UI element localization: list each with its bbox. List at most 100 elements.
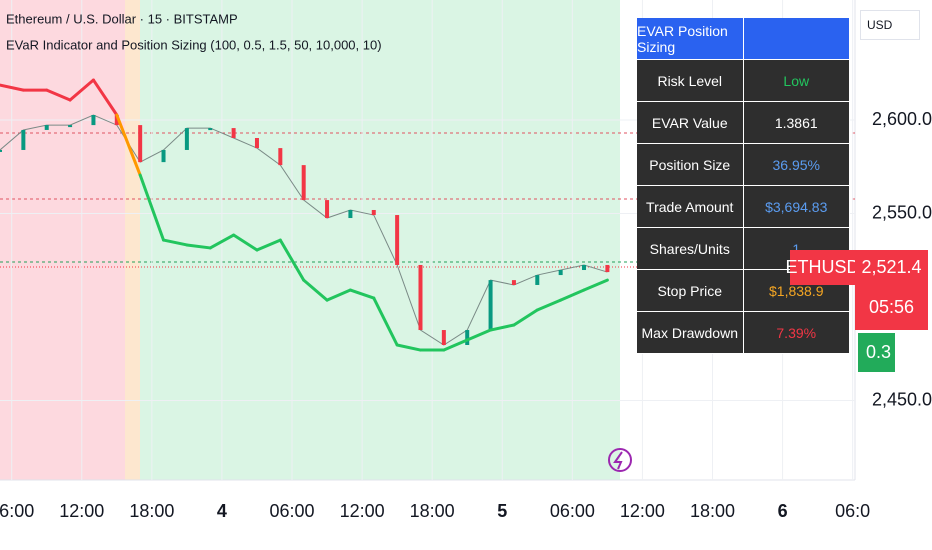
candle	[21, 129, 26, 150]
row-label: Shares/Units	[637, 228, 744, 269]
table-header: EVAR Position Sizing	[637, 18, 850, 60]
row-label: Position Size	[637, 144, 744, 185]
risk-zone	[0, 0, 125, 480]
candle	[231, 128, 236, 138]
x-tick-label: 06:0	[835, 501, 870, 521]
evar-segment	[348, 288, 376, 300]
candle	[465, 330, 470, 345]
evar-segment	[162, 238, 189, 247]
evar-segment	[68, 78, 95, 102]
change-tag: 0.3	[858, 333, 895, 372]
symbol-tag: ETHUSD	[786, 250, 860, 285]
evar-segment	[512, 308, 539, 327]
y-tick-label: 2,550.0	[872, 202, 932, 222]
evar-segment	[115, 113, 142, 177]
risk-zone	[140, 0, 620, 480]
table-title: EVAR Position Sizing	[637, 18, 744, 59]
x-tick-label: 12:00	[59, 501, 104, 521]
position-table: EVAR Position Sizing Risk Level Low EVAR V…	[637, 18, 850, 354]
row-value: Low	[743, 60, 850, 101]
table-row: Trade Amount $3,694.83	[637, 186, 850, 228]
chart-title: Ethereum / U.S. Dollar · 15 · BITSTAMP	[6, 11, 238, 26]
evar-segment	[395, 343, 422, 352]
price-tag: 2,521.4	[855, 250, 928, 284]
logo	[608, 448, 632, 472]
candle	[582, 264, 587, 271]
countdown-tag: 05:56	[855, 284, 928, 330]
evar-segment	[465, 328, 493, 342]
x-tick-label: 4	[217, 501, 227, 521]
row-label: Stop Price	[637, 270, 744, 311]
evar-segment	[582, 278, 609, 292]
candle	[511, 280, 516, 285]
evar-segment	[302, 278, 329, 302]
evar-segment	[208, 233, 236, 250]
evar-segment	[325, 288, 352, 302]
table-row: Position Size 36.95%	[637, 144, 850, 186]
evar-segment	[372, 296, 399, 347]
y-tick-label: 2,450.0	[872, 389, 932, 409]
evar-segment	[45, 88, 72, 102]
candle	[254, 137, 259, 149]
x-tick-label: 5	[497, 501, 507, 521]
candle	[535, 275, 540, 285]
evar-segment	[255, 238, 282, 252]
row-label: Max Drawdown	[637, 312, 744, 353]
candle	[161, 149, 166, 163]
evar-segment	[0, 83, 25, 92]
candle	[91, 114, 96, 126]
table-row: Risk Level Low	[637, 60, 850, 102]
table-row: EVAR Value 1.3861	[637, 102, 850, 144]
x-tick-label: 6	[778, 501, 788, 521]
candle	[348, 209, 353, 219]
candle	[605, 264, 610, 273]
candle	[138, 125, 143, 163]
evar-segment	[91, 78, 119, 117]
x-tick-label: 06:00	[0, 501, 34, 521]
x-tick-label: 12:00	[340, 501, 385, 521]
candle	[441, 330, 446, 345]
candle	[184, 128, 189, 150]
evar-segment	[278, 238, 306, 282]
x-tick-label: 18:00	[410, 501, 455, 521]
candle	[0, 149, 2, 152]
row-value: 7.39%	[743, 312, 850, 353]
indicator-name: EVaR Indicator and Position Sizing (100,…	[6, 37, 382, 52]
candle	[371, 209, 376, 216]
candle	[44, 125, 49, 130]
y-tick-label: 2,600.0	[872, 109, 932, 129]
candle	[558, 270, 563, 276]
candle	[68, 125, 73, 128]
candle	[114, 114, 119, 126]
candle	[488, 280, 493, 331]
evar-segment	[559, 288, 586, 302]
row-label: Trade Amount	[637, 186, 744, 227]
row-value: 36.95%	[743, 144, 850, 185]
row-label: Risk Level	[637, 60, 744, 101]
header-cell	[743, 18, 850, 59]
evar-segment	[442, 338, 469, 352]
evar-segment	[232, 233, 259, 252]
currency-button[interactable]: USD	[860, 10, 920, 40]
x-tick-label: 18:00	[690, 501, 735, 521]
evar-segment	[185, 243, 212, 250]
evar-segment	[535, 298, 563, 312]
candle	[278, 148, 283, 166]
candle	[418, 264, 423, 331]
candle	[301, 165, 306, 201]
table-row: Max Drawdown 7.39%	[637, 312, 850, 354]
row-value: $3,694.83	[743, 186, 850, 227]
evar-segment	[489, 323, 516, 332]
x-tick-label: 18:00	[129, 501, 174, 521]
candle	[325, 200, 330, 219]
candle	[395, 215, 400, 265]
x-tick-label: 06:00	[550, 501, 595, 521]
evar-segment	[138, 173, 166, 242]
row-label: EVAR Value	[637, 102, 744, 143]
risk-zone	[125, 0, 140, 480]
candle	[208, 128, 213, 131]
x-tick-label: 12:00	[620, 501, 665, 521]
row-value: 1.3861	[743, 102, 850, 143]
